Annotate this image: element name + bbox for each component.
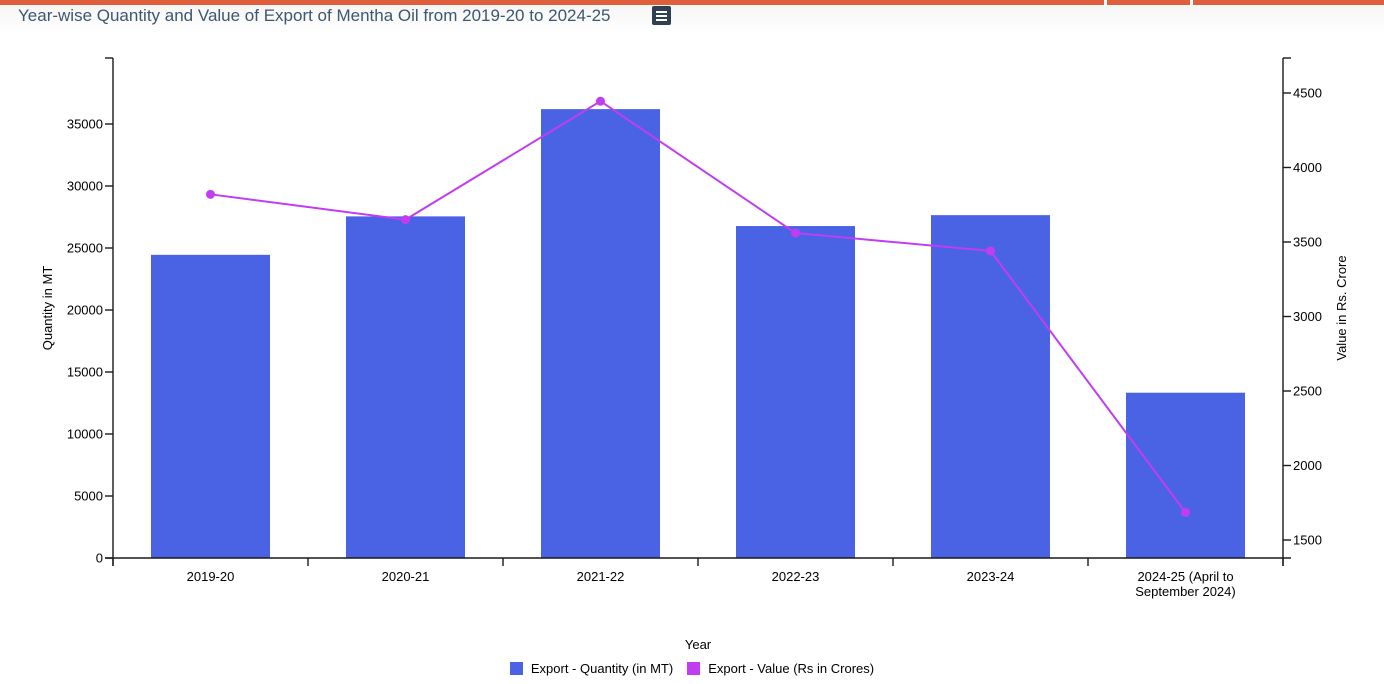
bar-2019-20[interactable] [151,254,270,558]
bar-2022-23[interactable] [736,226,855,558]
left-axis-tick-label: 30000 [67,179,103,194]
bar-2021-22[interactable] [541,109,660,559]
legend-item-value[interactable]: Export - Value (Rs in Crores) [687,661,874,676]
value-point-2024-25[interactable] [1181,507,1190,517]
value-point-2021-22[interactable] [596,96,605,106]
top-accent-bar [0,0,1384,5]
right-axis-title: Value in Rs. Crore [1334,255,1349,360]
x-axis-category-label: 2020-21 [382,569,430,584]
right-axis-tick-label: 3000 [1293,309,1322,324]
right-axis-tick-label: 2500 [1293,384,1322,399]
left-axis-tick-label: 10000 [67,427,103,442]
x-axis-category-label: 2019-20 [187,569,235,584]
xaxis-title: Year [684,637,712,652]
value-line [210,100,1187,514]
left-axis-tick-label: 5000 [74,489,103,504]
chart-title: Year-wise Quantity and Value of Export o… [18,6,611,25]
left-axis-tick-label: 0 [96,551,103,566]
legend-label-quantity: Export - Quantity (in MT) [530,661,674,676]
x-axis-category-label: 2022-23 [772,569,820,584]
legend-label-value: Export - Value (Rs in Crores) [708,661,875,676]
x-axis-category-label: 2023-24 [967,569,1015,584]
right-axis-tick-label: 4500 [1293,86,1322,101]
right-axis-tick-label: 2000 [1293,458,1322,473]
bar-2024-25[interactable] [1126,392,1245,558]
right-axis-tick-label: 4000 [1293,160,1322,175]
context-menu-button[interactable] [652,6,671,25]
left-axis-tick-label: 15000 [67,365,103,380]
value-point-2020-21[interactable] [401,215,410,225]
value-swatch-icon [687,662,701,675]
x-axis-category-label: 2024-25 (April to [1137,569,1233,584]
right-axis-tick-label: 3500 [1293,235,1322,250]
bar-2020-21[interactable] [346,216,465,558]
quantity-swatch-icon [509,662,523,675]
legend: Export - Quantity (in MT) Export - Value… [0,661,1384,676]
value-point-2022-23[interactable] [791,228,800,238]
legend-item-quantity[interactable]: Export - Quantity (in MT) [509,661,674,676]
right-axis-tick-label: 1500 [1293,533,1322,548]
top-bar-notch [1104,0,1107,5]
hamburger-menu-icon [656,10,667,21]
left-axis-tick-label: 35000 [67,117,103,132]
value-point-2023-24[interactable] [986,246,995,256]
left-axis-tick-label: 20000 [67,303,103,318]
x-axis-category-label: 2021-22 [577,569,625,584]
left-axis-tick-label: 25000 [67,241,103,256]
bar-2023-24[interactable] [931,215,1050,558]
value-point-2019-20[interactable] [206,189,215,199]
left-axis-title: Quantity in MT [40,266,55,351]
x-axis-category-label: September 2024) [1135,584,1235,599]
top-bar-notch [1190,0,1193,5]
